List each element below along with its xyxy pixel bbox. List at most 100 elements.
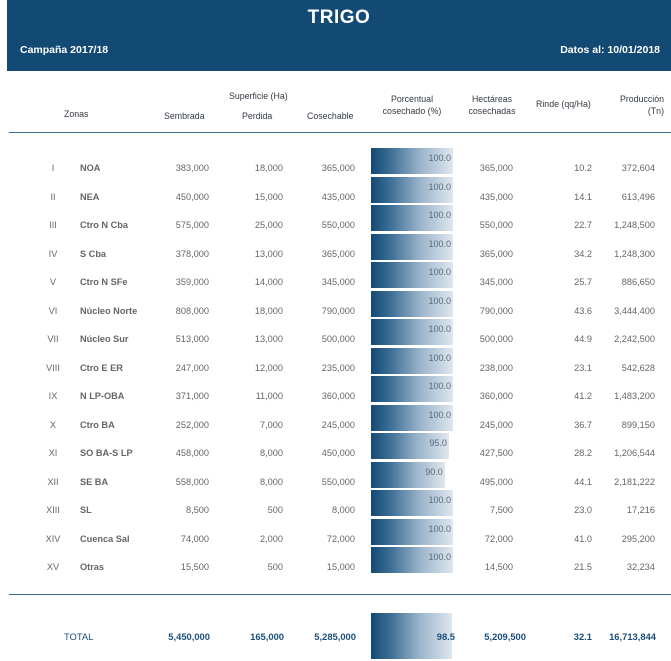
pct-value: 100.0 [428,267,451,277]
col-header-produccion-line1: Producción [619,94,664,104]
pct-bar [371,376,453,402]
col-header-produccion-line2: (Tn) [647,105,664,116]
zone-name: N LP-OBA [80,391,125,401]
sembrada-value: 458,000 [175,448,209,458]
pct-value: 100.0 [428,181,451,192]
sembrada-value: 378,000 [175,248,209,259]
perdida-value: 500 [267,505,283,515]
zone-name: SE BA [80,476,109,487]
report-title: TRIGO [307,7,371,28]
total-cosechable: 5,285,000 [314,631,356,642]
zone-name: Núcleo Norte [80,305,138,316]
perdida-value: 13,000 [254,334,283,344]
rinde-value: 22.7 [574,220,592,230]
perdida-value: 11,000 [255,391,283,401]
pct-value: 100.0 [428,295,451,306]
report-header: TRIGO Campaña 2017/18 Datos al: 10/01/20… [7,0,671,71]
zone-name: Núcleo Sur [80,334,129,344]
perdida-value: 8,000 [260,476,283,487]
produccion-value: 899,150 [621,419,655,430]
perdida-value: 8,000 [260,448,283,458]
pct-value: 100.0 [428,352,451,363]
zone-number: II [50,191,56,202]
zone-number: III [49,220,57,230]
zone-number: V [49,277,57,287]
rinde-value: 23.0 [574,505,592,515]
rinde-value: 41.0 [574,533,592,544]
sembrada-value: 575,000 [175,220,209,230]
zone-name: NOA [80,163,101,173]
zone-number: IV [48,248,58,259]
hectareas-value: 365,000 [479,163,513,173]
zone-name: Ctro N SFe [80,277,128,287]
hectareas-value: 245,000 [479,419,513,430]
zone-number: VI [48,305,58,316]
sembrada-value: 450,000 [175,191,209,202]
data-date-label: Datos al: 10/01/2018 [560,44,660,56]
perdida-value: 13,000 [254,248,283,259]
total-rinde: 32.1 [573,631,592,642]
pct-bar [371,490,453,516]
cosechable-value: 8,000 [332,505,355,515]
zone-name: NEA [80,191,100,202]
zone-number: VIII [46,362,60,373]
rinde-value: 28.2 [574,448,592,458]
hectareas-value: 345,000 [479,277,513,287]
hectareas-value: 500,000 [479,334,513,344]
rinde-value: 21.5 [574,562,592,572]
col-header-hectareas-line1: Hectáreas [471,94,513,104]
hectareas-value: 790,000 [479,305,513,316]
zone-number: XIII [46,505,60,515]
produccion-value: 32,234 [626,562,655,572]
col-header-porcentual-line2: cosechado (%) [382,105,442,116]
pct-bar [371,547,453,573]
produccion-value: 886,650 [621,277,655,287]
cosechable-value: 72,000 [326,533,355,544]
rinde-value: 44.1 [574,476,592,487]
pct-value: 90.0 [425,466,443,477]
cosechable-value: 450,000 [321,448,355,458]
zone-name: Ctro N Cba [80,220,128,230]
cosechable-value: 245,000 [321,419,355,430]
sembrada-value: 74,000 [180,533,209,544]
pct-bar [371,433,449,459]
perdida-value: 500 [267,562,283,572]
produccion-value: 2,242,500 [614,334,655,344]
produccion-value: 372,604 [621,163,655,173]
pct-value: 100.0 [428,523,451,534]
sembrada-value: 252,000 [175,419,209,430]
pct-value: 95.0 [429,438,447,448]
produccion-value: 1,248,500 [614,220,655,230]
cosechable-value: 345,000 [321,277,355,287]
pct-value: 100.0 [428,409,451,420]
pct-bar [371,290,453,317]
rinde-value: 41.2 [574,391,592,401]
perdida-value: 18,000 [254,305,283,316]
zone-number: XII [47,476,59,487]
sembrada-value: 371,000 [175,391,209,401]
sembrada-value: 558,000 [175,476,209,487]
col-header-sembrada: Sembrada [164,111,205,121]
rinde-value: 36.7 [574,419,592,430]
pct-bar [371,262,453,288]
zone-number: I [51,163,55,173]
perdida-value: 7,000 [260,419,283,430]
rinde-value: 34.2 [574,248,592,259]
col-header-rinde: Rinde (qq/Ha) [536,99,591,109]
total-pct: 98.5 [436,631,455,642]
cosechable-value: 235,000 [321,362,355,373]
produccion-value: 17,216 [626,505,655,515]
sembrada-value: 8,500 [186,505,209,515]
pct-bar [371,205,453,231]
zone-name: Cuenca Sal [80,533,130,544]
total-perdida: 165,000 [250,631,284,642]
zone-number: IX [48,391,58,401]
col-header-porcentual: Porcentual cosechado (%) [372,94,452,117]
zone-number: VII [47,334,59,344]
total-divider [9,594,671,596]
total-pct-bar [371,613,452,659]
pct-value: 100.0 [428,495,451,505]
hectareas-value: 238,000 [479,362,513,373]
pct-bar [371,404,453,431]
col-header-porcentual-line1: Porcentual [390,94,434,104]
